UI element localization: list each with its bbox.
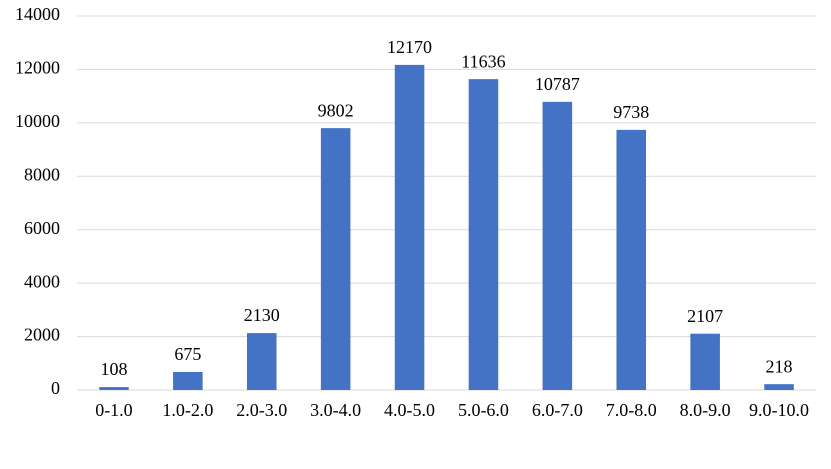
bar [764, 384, 794, 390]
y-tick-label: 2000 [24, 325, 60, 345]
data-label: 108 [100, 359, 127, 379]
bar [616, 129, 647, 390]
x-tick-label: 9.0-10.0 [749, 400, 809, 420]
x-tick-label: 5.0-6.0 [458, 400, 509, 420]
bar [690, 333, 720, 390]
x-tick-label: 7.0-8.0 [606, 400, 657, 420]
bar [320, 128, 351, 390]
data-label: 9738 [613, 102, 649, 122]
x-tick-label: 3.0-4.0 [310, 400, 361, 420]
data-label: 218 [766, 356, 793, 376]
y-tick-label: 12000 [15, 58, 60, 78]
data-label: 11636 [461, 51, 505, 71]
y-tick-label: 14000 [15, 4, 60, 24]
y-tick-label: 0 [51, 378, 60, 398]
data-label: 10787 [535, 74, 580, 94]
x-tick-label: 6.0-7.0 [532, 400, 583, 420]
bar [173, 371, 203, 390]
x-tick-label: 4.0-5.0 [384, 400, 435, 420]
y-tick-label: 6000 [24, 218, 60, 238]
y-tick-label: 8000 [24, 164, 60, 184]
bar [246, 333, 277, 390]
bar [468, 79, 499, 390]
data-label: 12170 [387, 37, 432, 57]
data-label: 675 [174, 344, 201, 364]
data-label: 9802 [318, 100, 354, 120]
y-tick-label: 10000 [15, 111, 60, 131]
bar [394, 64, 425, 390]
bar [542, 101, 573, 390]
x-tick-label: 8.0-9.0 [680, 400, 731, 420]
x-tick-label: 1.0-2.0 [162, 400, 213, 420]
bar [99, 387, 129, 390]
x-tick-label: 2.0-3.0 [236, 400, 287, 420]
data-label: 2107 [687, 306, 723, 326]
data-label: 2130 [244, 305, 280, 325]
y-tick-label: 4000 [24, 271, 60, 291]
x-tick-label: 0-1.0 [95, 400, 133, 420]
